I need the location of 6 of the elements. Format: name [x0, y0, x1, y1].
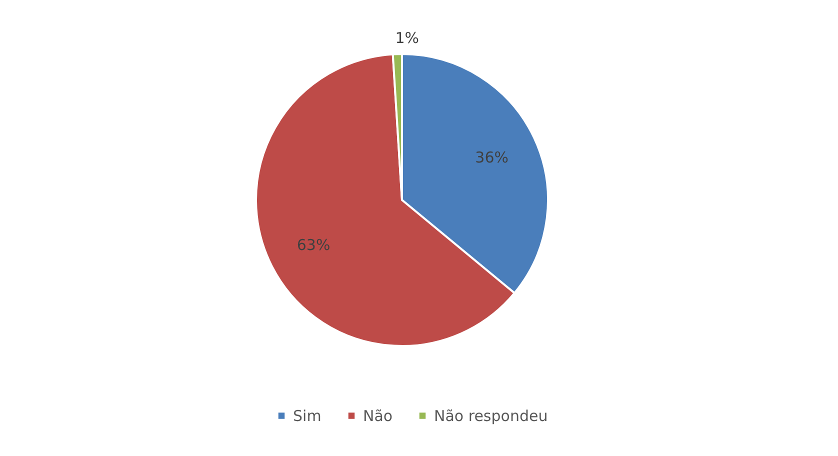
legend-label: Não respondeu: [434, 406, 548, 425]
legend-label: Não: [363, 406, 393, 425]
data-label: 1%: [395, 29, 419, 48]
data-label: 36%: [475, 148, 509, 167]
legend-label: Sim: [293, 406, 322, 425]
data-label: 63%: [296, 236, 330, 254]
